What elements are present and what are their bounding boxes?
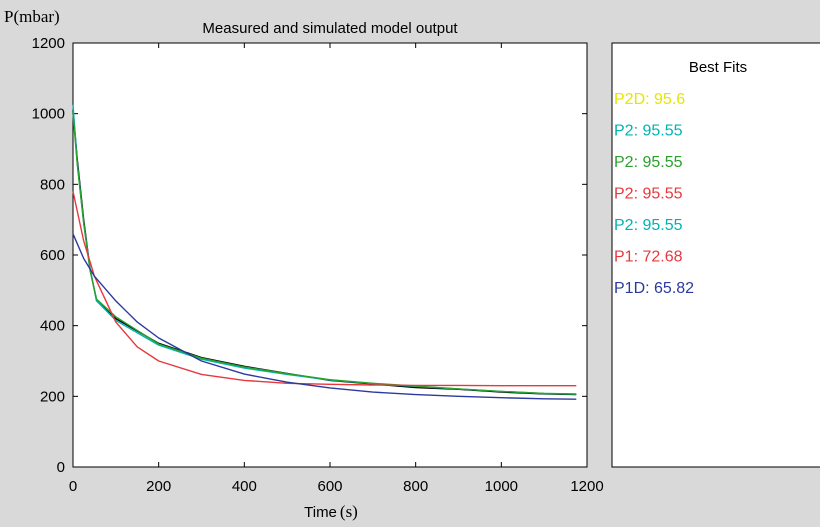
- x-tick-label: 1200: [570, 478, 603, 495]
- y-tick-label: 200: [40, 388, 65, 405]
- legend-entries: P2D: 95.6 P2: 95.55 P2: 95.55 P2: 95.55 P2: …: [614, 91, 694, 297]
- y-tick-label: 400: [40, 318, 65, 335]
- x-tick-label: 0: [69, 478, 77, 495]
- x-tick-label: 1000: [485, 478, 518, 495]
- axis-ticks: 0 200 400 600 800 1000 1200 0 200 400 600 800 1000 12…: [32, 35, 604, 495]
- legend-entry: P2: 95.55: [614, 154, 683, 171]
- x-tick-label: 400: [232, 478, 257, 495]
- y-tick-label: 1200: [32, 35, 65, 52]
- y-tick-label: 600: [40, 247, 65, 264]
- legend-entry: P1: 72.68: [614, 249, 683, 266]
- series-line-4: [72, 191, 577, 387]
- y-tick-label: 800: [40, 176, 65, 193]
- legend-entry: P1D: 65.82: [614, 280, 694, 297]
- y-tick-label: 0: [57, 459, 65, 476]
- legend-entry: P2D: 95.6: [614, 91, 685, 108]
- x-tick-label: 200: [146, 478, 171, 495]
- y-tick-label: 1000: [32, 106, 65, 123]
- legend-entry: P2: 95.55: [614, 217, 683, 234]
- x-axis-label-main: Time: [304, 504, 337, 521]
- legend-entry: P2: 95.55: [614, 186, 683, 203]
- y-axis-label: P(mbar): [4, 7, 60, 26]
- legend-title: Best Fits: [689, 59, 747, 76]
- legend-panel: [611, 42, 820, 468]
- series-line-5: [72, 233, 577, 400]
- legend-entry: P2: 95.55: [614, 123, 683, 140]
- x-tick-label: 800: [403, 478, 428, 495]
- plot-area: [72, 42, 588, 468]
- x-tick-label: 600: [317, 478, 342, 495]
- x-axis-label-unit: (s): [340, 502, 358, 521]
- series-lines: [72, 104, 577, 400]
- chart-title: Measured and simulated model output: [202, 20, 458, 37]
- x-axis-label: Time (s): [304, 502, 358, 521]
